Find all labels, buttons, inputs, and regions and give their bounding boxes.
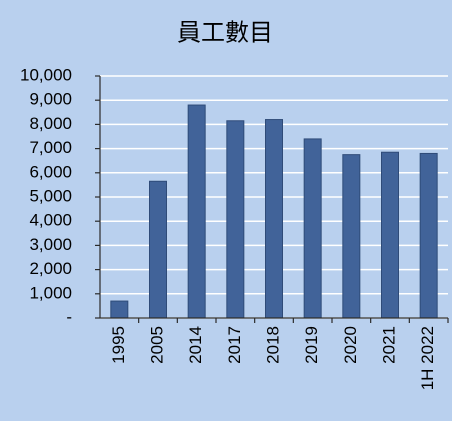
y-tick-label: 2,000 <box>29 259 72 278</box>
x-tick-label: 2018 <box>263 326 282 364</box>
bar <box>419 152 438 319</box>
y-tick-label: 7,000 <box>29 138 72 157</box>
y-tick-label: 10,000 <box>20 65 72 84</box>
y-tick-label: 3,000 <box>29 235 72 254</box>
x-tick-label: 2021 <box>379 326 398 364</box>
bar <box>149 180 167 319</box>
bar <box>187 104 206 319</box>
y-tick-label: 8,000 <box>29 114 72 133</box>
y-tick-label: - <box>66 307 72 326</box>
x-tick-label: 1H 2022 <box>418 326 437 390</box>
x-tick-label: 2005 <box>147 326 166 364</box>
y-tick-label: 5,000 <box>29 186 72 205</box>
bar <box>110 300 129 319</box>
bar <box>303 138 322 319</box>
x-tick-label: 2019 <box>302 326 321 364</box>
bar <box>342 154 361 319</box>
y-tick-label: 9,000 <box>29 90 72 109</box>
bar <box>226 120 245 319</box>
chart-title: 員工數目 <box>177 19 273 47</box>
bar <box>381 151 399 319</box>
y-tick-label: 4,000 <box>29 211 72 230</box>
y-tick-label: 6,000 <box>29 162 72 181</box>
x-tick-label: 2020 <box>341 326 360 364</box>
bar <box>265 119 283 319</box>
x-tick-label: 2017 <box>225 326 244 364</box>
y-tick-label: 1,000 <box>29 283 72 302</box>
x-tick-label: 2014 <box>186 326 205 364</box>
x-tick-label: 1995 <box>109 326 128 364</box>
